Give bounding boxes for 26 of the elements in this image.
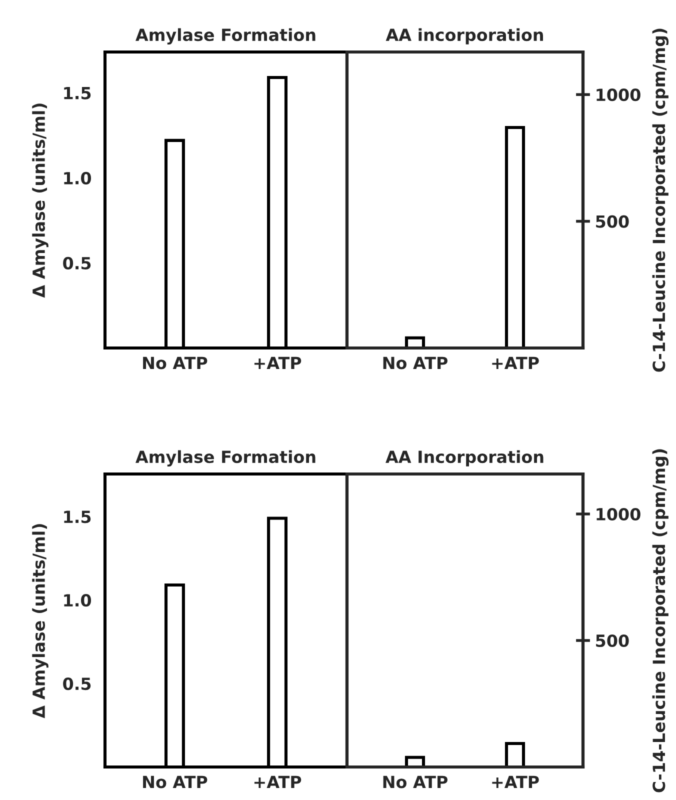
- x-tick-label: No ATP: [143, 356, 208, 370]
- y-tick-label: 0.5: [63, 256, 91, 270]
- y2-tick-label: 1000: [596, 508, 640, 521]
- x-tick-label: +ATP: [254, 356, 302, 369]
- x-tick-label: +ATP: [492, 356, 539, 369]
- chart-title: AA Incorporation: [386, 450, 544, 466]
- y2-tick-label: 1000: [596, 88, 640, 102]
- y-axis-title: Δ Amylase (units/ml): [32, 104, 48, 298]
- y2-tick-label: 500: [596, 634, 629, 648]
- y-tick-label: 1.0: [64, 172, 92, 184]
- chart-title: Amylase Formation: [136, 450, 316, 466]
- y-tick-label: 0.5: [63, 677, 91, 690]
- x-tick-label: No ATP: [383, 356, 448, 370]
- chart-title: AA incorporation: [386, 28, 543, 44]
- x-tick-label: +ATP: [492, 776, 539, 788]
- x-tick-label: +ATP: [254, 776, 302, 788]
- y2-axis-title: C-14-Leucine Incorporated (cpm/mg): [652, 449, 669, 792]
- y-tick-label: 1.0: [64, 594, 92, 607]
- chart-title: Amylase Formation: [136, 28, 316, 44]
- y-tick-label: 1.5: [64, 87, 91, 100]
- x-tick-label: No ATP: [383, 776, 448, 788]
- y2-tick-label: 500: [596, 215, 629, 228]
- x-tick-label: No ATP: [143, 776, 208, 788]
- y-axis-title: Δ Amylase (units/ml): [32, 524, 48, 718]
- y-tick-label: 1.5: [64, 510, 91, 524]
- y2-axis-title: C-14-Leucine Incorporated (cpm/mg): [652, 28, 669, 372]
